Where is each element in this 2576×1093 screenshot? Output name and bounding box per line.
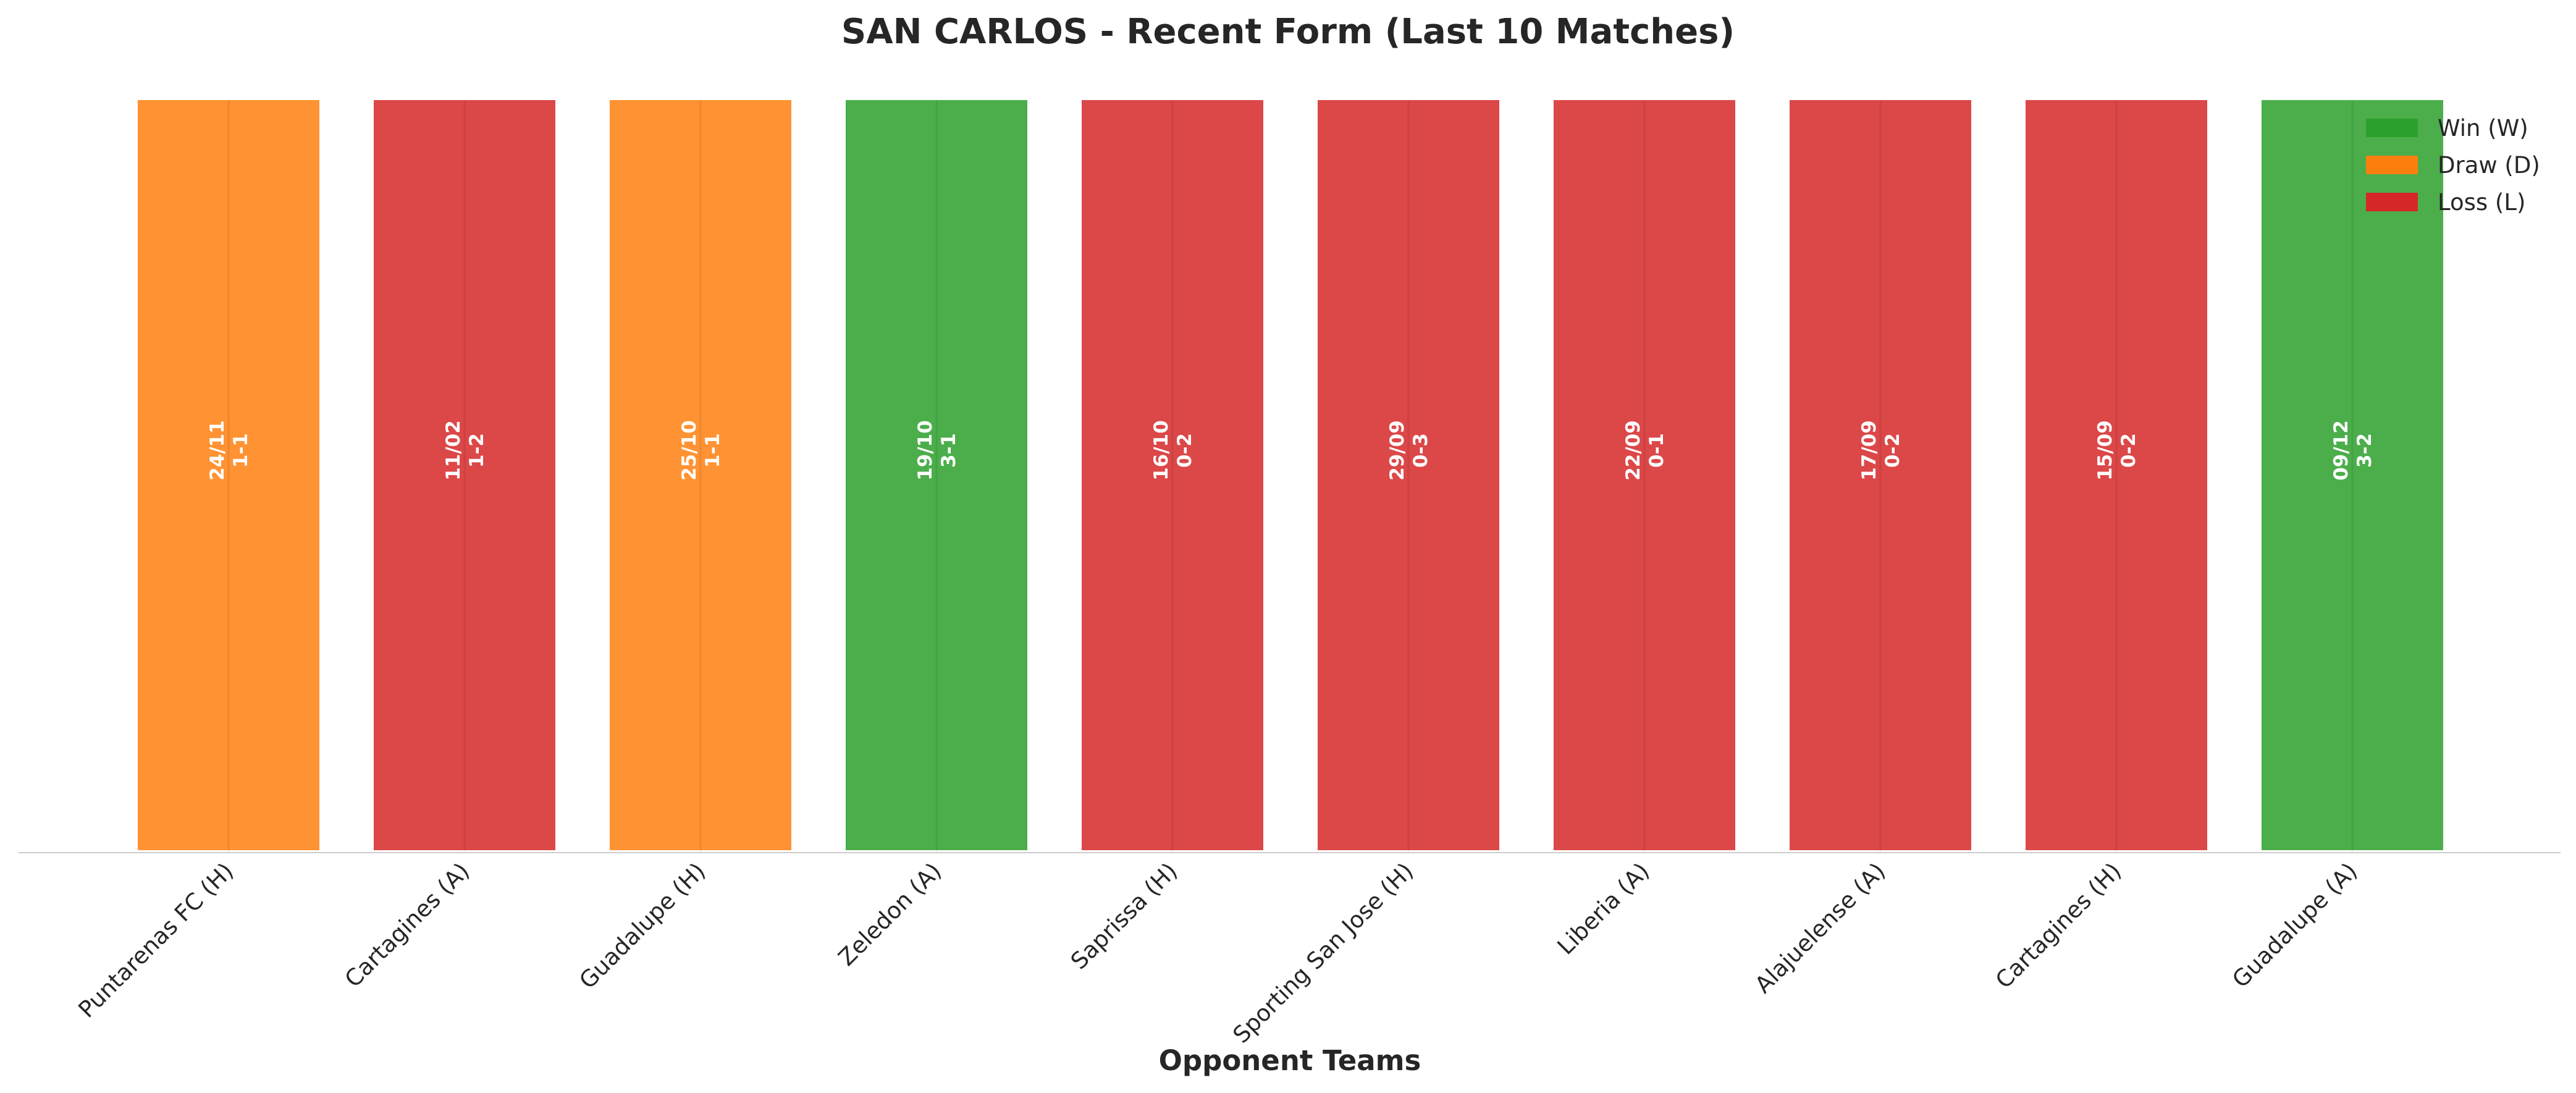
bar-date-label: 22/09: [1622, 420, 1644, 481]
legend-label-d: Draw (D): [2438, 152, 2540, 179]
bar-score-label: 0-2: [1174, 433, 1196, 468]
x-tick-labels: Puntarenas FC (H) Cartagines (A) Guadalupe…: [74, 858, 2363, 1049]
bar-date-label: 17/09: [1858, 420, 1880, 481]
x-tick-label: Guadalupe (A): [2227, 858, 2362, 993]
bar-l: [371, 98, 558, 853]
bar-score-label: 0-1: [1646, 433, 1668, 468]
bar-date-label: 29/09: [1386, 420, 1408, 481]
legend-label-w: Win (W): [2438, 115, 2528, 141]
bar-date-label: 15/09: [2094, 420, 2116, 481]
bar-date-label: 09/12: [2330, 420, 2352, 481]
bars-layer: 24/11 1-1 11/02 1-2 25/10 1-1 19/10 3-1 16/10 0-2…: [135, 98, 2446, 853]
x-tick-label: Guadalupe (H): [574, 858, 710, 994]
bar-l: [1551, 98, 1738, 853]
bar-score-label: 1-2: [466, 433, 488, 468]
x-tick-label: Sporting San Jose (H): [1228, 858, 1419, 1049]
x-tick-label: Alajuelense (A): [1750, 858, 1891, 998]
bar-score-label: 0-2: [1882, 433, 1904, 468]
bar-date-label: 16/10: [1150, 420, 1172, 481]
legend-swatch-w: [2366, 119, 2418, 137]
bar-date-label: 19/10: [914, 420, 937, 481]
legend-swatch-d: [2366, 156, 2418, 174]
bar-w: [843, 98, 1030, 853]
x-tick-label: Cartagines (H): [1990, 858, 2126, 994]
x-tick-label: Zeledon (A): [833, 858, 947, 971]
bar-d: [607, 98, 794, 853]
x-tick-label: Cartagines (A): [340, 858, 475, 993]
bar-l: [2023, 98, 2210, 853]
bar-w: [2259, 98, 2446, 853]
bar-date-label: 25/10: [678, 420, 701, 481]
bar-l: [1787, 98, 1974, 853]
bar-date-label: 24/11: [206, 420, 229, 481]
bar-score-label: 3-2: [2354, 433, 2376, 468]
bar-l: [1079, 98, 1266, 853]
bar-score-label: 0-2: [2118, 433, 2140, 468]
x-tick-label: Puntarenas FC (H): [74, 858, 239, 1023]
legend: Win (W) Draw (D) Loss (L): [2366, 115, 2540, 216]
bar-score-label: 3-1: [938, 433, 960, 468]
bar-l: [1315, 98, 1502, 853]
x-axis-label: Opponent Teams: [1159, 1044, 1421, 1077]
legend-swatch-l: [2366, 193, 2418, 211]
bar-score-label: 1-1: [230, 433, 252, 468]
bar-date-label: 11/02: [442, 420, 465, 481]
bar-score-label: 1-1: [702, 433, 724, 468]
legend-label-l: Loss (L): [2438, 189, 2525, 216]
bar-score-label: 0-3: [1410, 433, 1432, 468]
chart-title: SAN CARLOS - Recent Form (Last 10 Matche…: [841, 12, 1735, 52]
x-tick-label: Liberia (A): [1552, 858, 1655, 960]
x-tick-label: Saprissa (H): [1066, 858, 1182, 974]
bar-d: [135, 98, 322, 853]
